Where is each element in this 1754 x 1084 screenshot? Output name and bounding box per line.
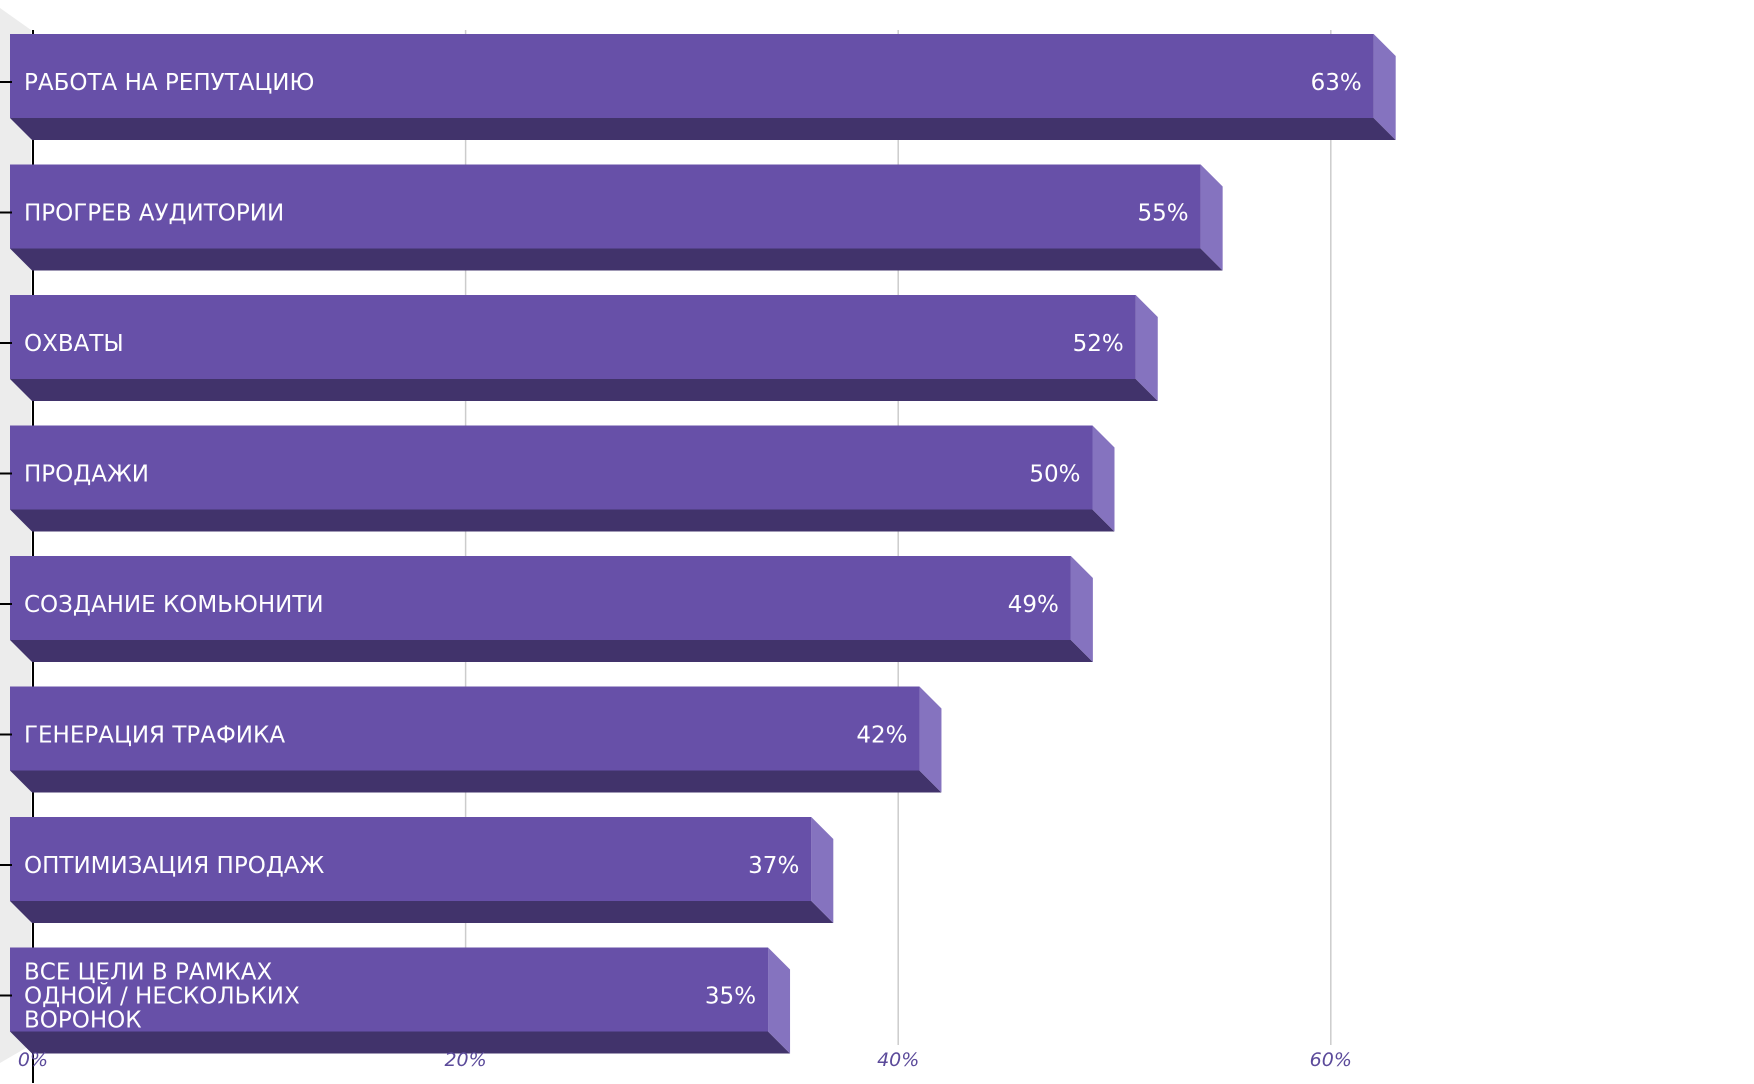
value-label: 49% xyxy=(1008,592,1059,618)
bar xyxy=(10,947,769,1032)
value-label: 42% xyxy=(856,723,907,749)
bar xyxy=(10,164,1201,249)
bar-side-face xyxy=(1135,295,1158,401)
value-label: 37% xyxy=(748,853,799,879)
value-label: 63% xyxy=(1311,70,1362,96)
category-label: ОДНОЙ / НЕСКОЛЬКИХ xyxy=(24,982,300,1010)
value-label: 55% xyxy=(1138,201,1189,227)
bar-bottom-face xyxy=(10,770,942,793)
bar-bottom-face xyxy=(10,640,1093,662)
bar-side-face xyxy=(1200,164,1223,271)
x-tick-label: 40% xyxy=(877,1049,919,1071)
category-label: ОПТИМИЗАЦИЯ ПРОДАЖ xyxy=(24,853,325,879)
bar-side-face xyxy=(1092,425,1115,532)
category-label: ОХВАТЫ xyxy=(24,331,124,357)
bar-side-face xyxy=(919,686,942,793)
bar-bottom-face xyxy=(10,509,1115,532)
category-label: ВСЕ ЦЕЛИ В РАМКАХ xyxy=(24,960,272,986)
bar xyxy=(10,556,1071,640)
x-tick-label: 0% xyxy=(18,1049,48,1071)
bar-bottom-face xyxy=(10,901,834,923)
value-label: 52% xyxy=(1073,331,1124,357)
bar-side-face xyxy=(811,817,834,923)
category-label: СОЗДАНИЕ КОМЬЮНИТИ xyxy=(24,592,324,618)
bar xyxy=(10,425,1093,510)
bar-bottom-face xyxy=(10,118,1396,140)
bar-side-face xyxy=(768,947,791,1054)
category-label: ВОРОНОК xyxy=(24,1008,142,1034)
category-label: РАБОТА НА РЕПУТАЦИЮ xyxy=(24,70,314,96)
category-label: ГЕНЕРАЦИЯ ТРАФИКА xyxy=(24,723,285,749)
x-tick-label: 20% xyxy=(444,1049,486,1071)
category-label: ПРОГРЕВ АУДИТОРИИ xyxy=(24,201,284,227)
bar xyxy=(10,817,812,901)
category-label: ПРОДАЖИ xyxy=(24,462,149,488)
bar-bottom-face xyxy=(10,1031,791,1054)
bar-side-face xyxy=(1373,34,1396,140)
bar xyxy=(10,295,1136,379)
bar xyxy=(10,34,1374,118)
x-tick-label: 60% xyxy=(1310,1049,1352,1071)
bar-bottom-face xyxy=(10,379,1158,401)
side-wall xyxy=(0,8,31,1063)
value-label: 35% xyxy=(705,984,756,1010)
bar xyxy=(10,686,920,771)
bar-side-face xyxy=(1070,556,1093,662)
value-label: 50% xyxy=(1029,462,1080,488)
bar-bottom-face xyxy=(10,248,1223,271)
